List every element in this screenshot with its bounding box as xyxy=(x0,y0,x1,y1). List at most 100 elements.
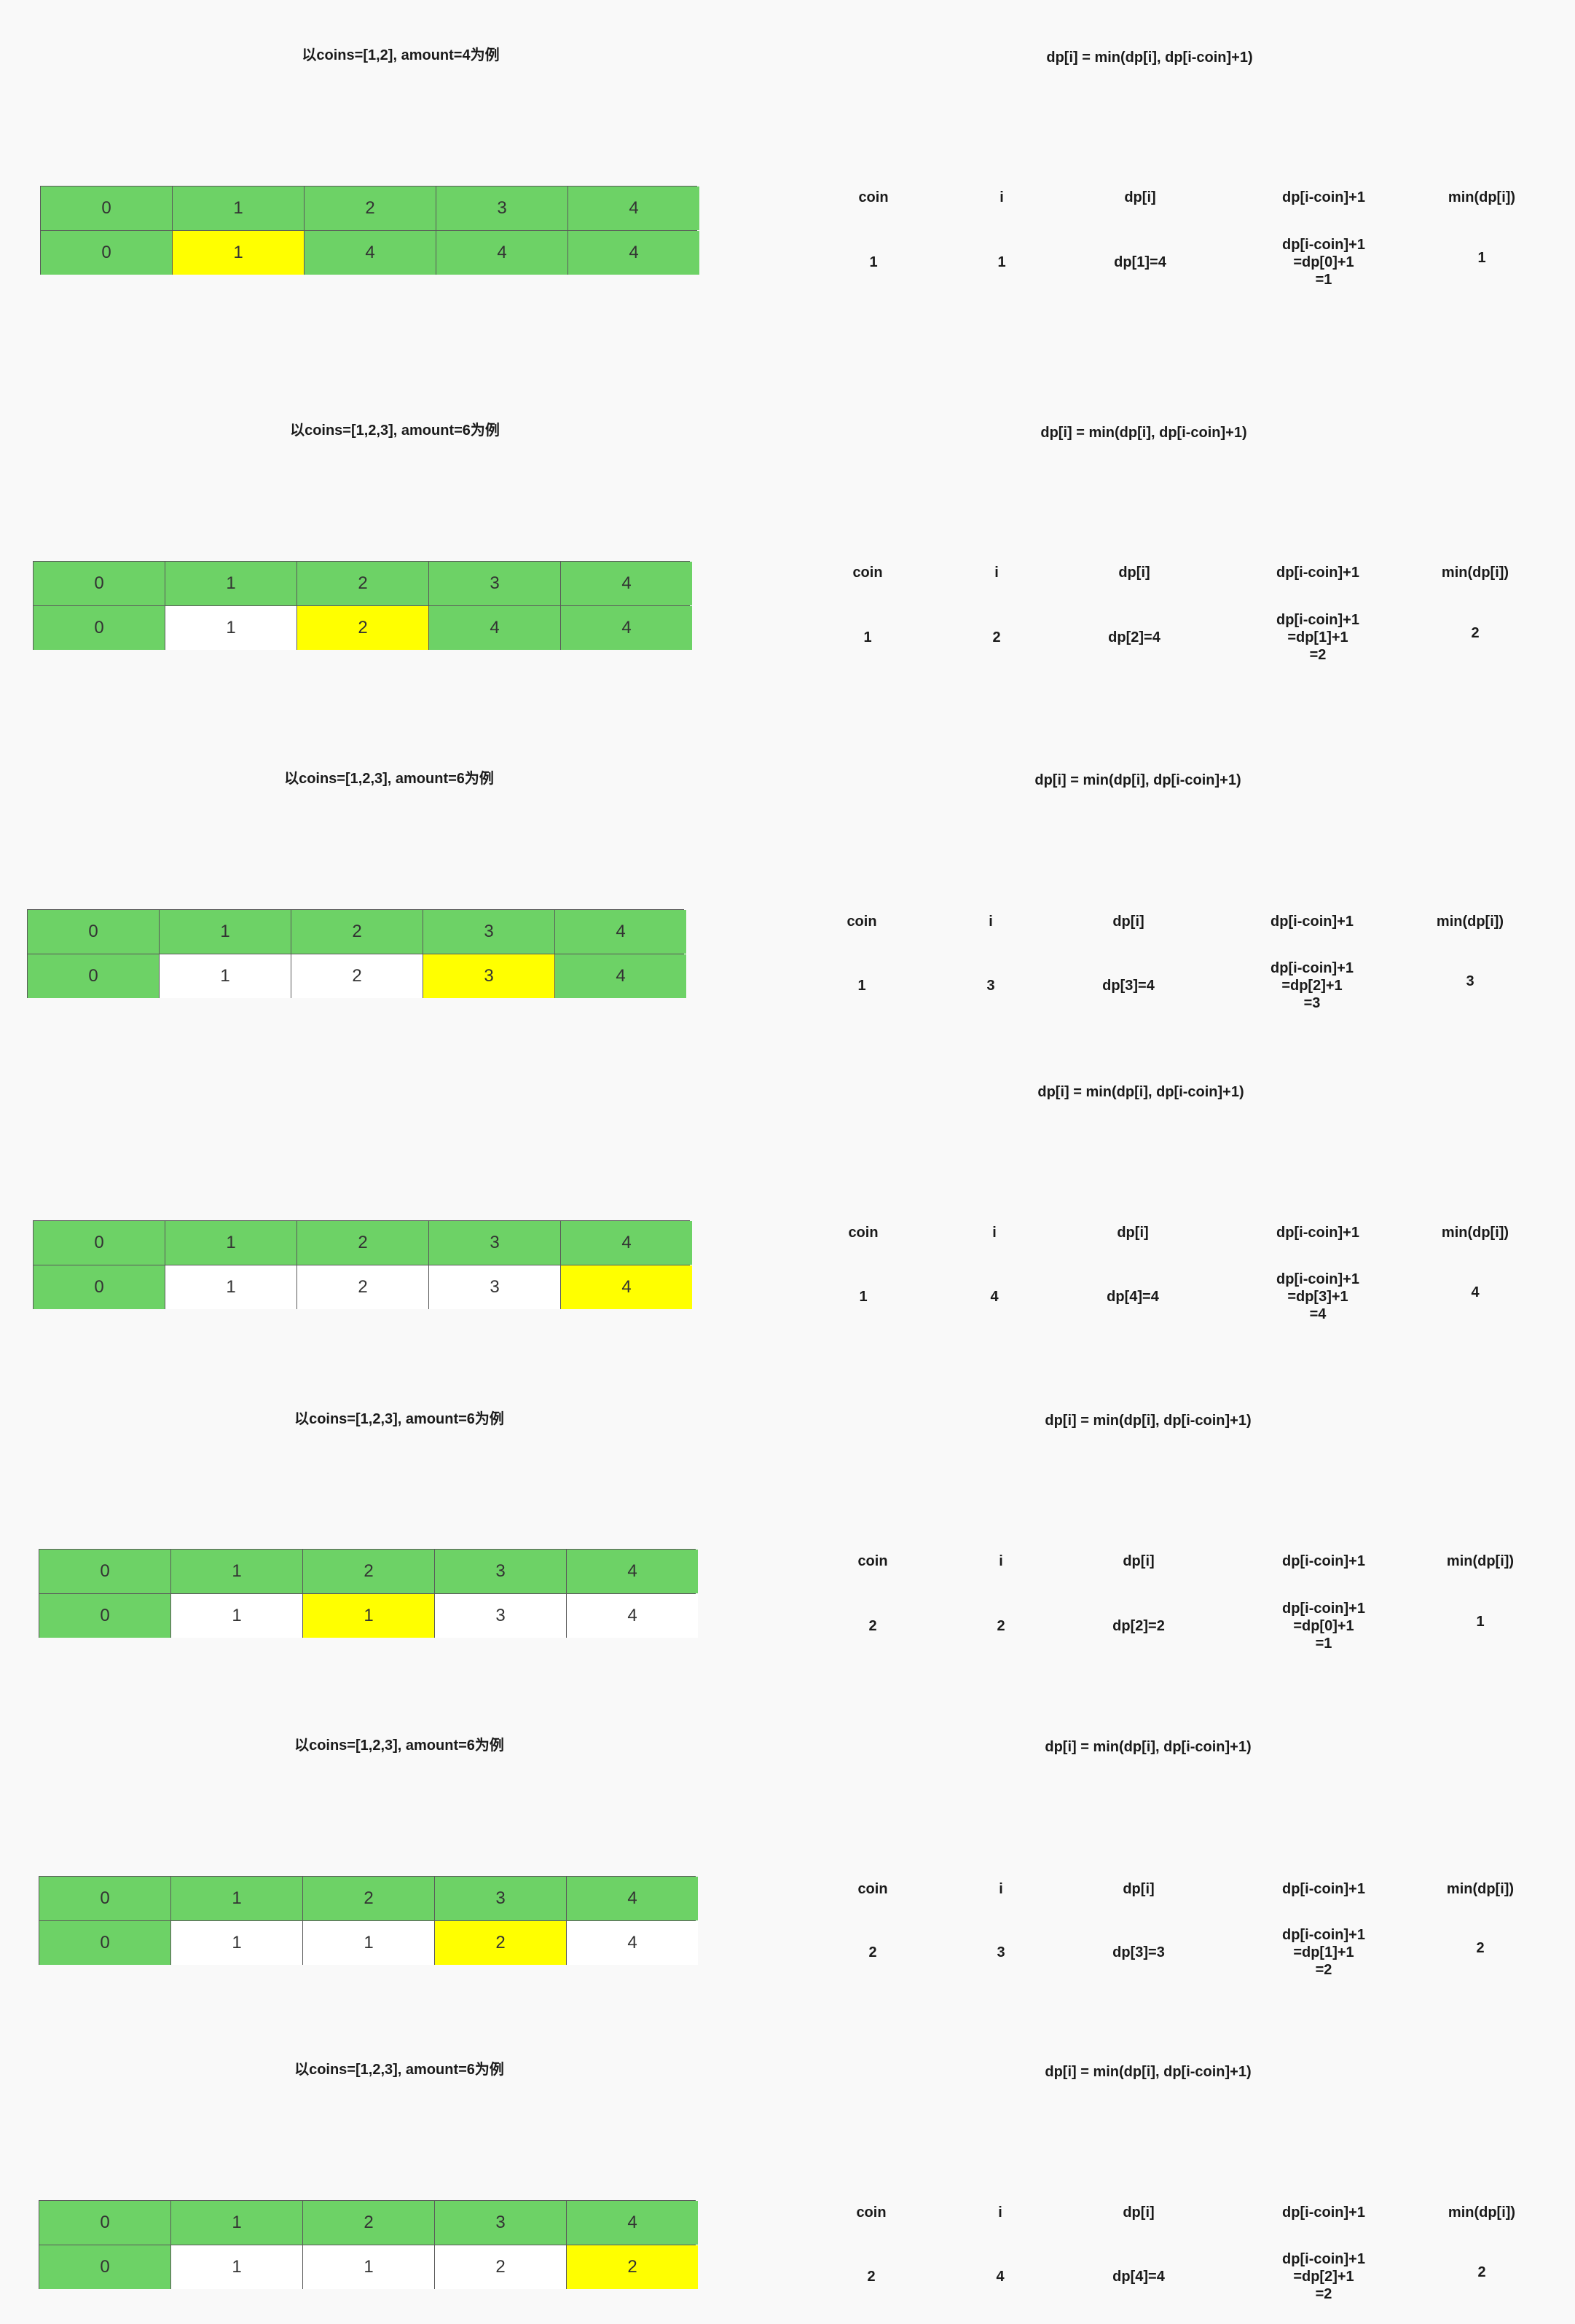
index-cell: 0 xyxy=(28,910,159,954)
coin-value: 2 xyxy=(868,1944,877,1960)
dp-value-cell: 0 xyxy=(34,1265,165,1309)
calc-line: =dp[1]+1 xyxy=(1293,1944,1354,1960)
calc-line: =3 xyxy=(1303,995,1321,1011)
table-header-min-dp-i: min(dp[i]) xyxy=(1441,565,1509,581)
dp-value-cell: 1 xyxy=(165,606,296,650)
dp-i-value: dp[2]=4 xyxy=(1108,629,1160,645)
index-cell: 3 xyxy=(435,2201,566,2245)
dp-i-value: dp[4]=4 xyxy=(1107,1289,1159,1305)
dp-value-cell: 4 xyxy=(567,1921,698,1965)
table-header-i: i xyxy=(998,2205,1002,2221)
index-cell: 1 xyxy=(171,1877,302,1920)
calc-line: =dp[0]+1 xyxy=(1293,254,1354,270)
index-cell: 3 xyxy=(429,1221,560,1265)
table-header-dp-i-coin-plus-1: dp[i-coin]+1 xyxy=(1282,2205,1365,2221)
dp-i-value: dp[1]=4 xyxy=(1114,254,1166,270)
dp-value-cell: 3 xyxy=(435,1594,566,1638)
calc-line: =dp[2]+1 xyxy=(1281,978,1343,994)
table-header-min-dp-i: min(dp[i]) xyxy=(1441,1225,1509,1241)
i-value: 4 xyxy=(996,2269,1005,2285)
i-value: 4 xyxy=(990,1289,999,1305)
min-value: 2 xyxy=(1477,2264,1486,2280)
dp-value-cell: 4 xyxy=(568,231,699,275)
table-header-coin: coin xyxy=(857,1553,888,1569)
min-value: 2 xyxy=(1471,625,1480,641)
coin-value: 1 xyxy=(859,1289,868,1305)
table-header-coin: coin xyxy=(856,2205,887,2221)
dp-value-cell-current: 2 xyxy=(435,1921,566,1965)
index-cell: 1 xyxy=(171,1550,302,1593)
table-header-dp-i-coin-plus-1: dp[i-coin]+1 xyxy=(1282,1553,1365,1569)
coin-value: 1 xyxy=(869,254,878,270)
index-cell: 1 xyxy=(160,910,291,954)
index-cell: 2 xyxy=(303,2201,434,2245)
table-header-coin: coin xyxy=(852,565,883,581)
calc-line: =1 xyxy=(1315,272,1332,288)
dp-value-cell-current: 1 xyxy=(303,1594,434,1638)
dp-value-cell: 1 xyxy=(303,2245,434,2289)
example-title: 以coins=[1,2,3], amount=6为例 xyxy=(294,1738,504,1754)
dp-value-cell: 0 xyxy=(34,606,165,650)
dp-value-cell-current: 2 xyxy=(567,2245,698,2289)
i-value: 3 xyxy=(986,978,995,994)
index-cell: 2 xyxy=(297,1221,428,1265)
table-header-dp-i: dp[i] xyxy=(1123,2205,1155,2221)
table-header-min-dp-i: min(dp[i]) xyxy=(1446,1553,1515,1569)
coin-value: 2 xyxy=(868,1618,877,1634)
dp-value-cell-current: 4 xyxy=(561,1265,692,1309)
table-header-i: i xyxy=(992,1225,997,1241)
dp-value-cell: 2 xyxy=(297,1265,428,1309)
formula-title: dp[i] = min(dp[i], dp[i-coin]+1) xyxy=(1045,1413,1252,1429)
index-cell: 2 xyxy=(297,562,428,605)
index-cell: 2 xyxy=(303,1877,434,1920)
table-header-i: i xyxy=(999,1553,1003,1569)
table-header-min-dp-i: min(dp[i]) xyxy=(1448,189,1516,205)
dp-value-cell: 4 xyxy=(436,231,567,275)
dp-value-cell: 4 xyxy=(561,606,692,650)
dp-i-value: dp[4]=4 xyxy=(1112,2269,1165,2285)
table-header-i: i xyxy=(999,1881,1003,1897)
min-value: 1 xyxy=(1477,250,1486,266)
example-title: 以coins=[1,2,3], amount=6为例 xyxy=(290,423,500,439)
dp-value-cell: 1 xyxy=(171,1594,302,1638)
index-cell: 0 xyxy=(39,1550,170,1593)
min-value: 3 xyxy=(1466,973,1474,989)
index-cell: 3 xyxy=(436,187,567,230)
i-value: 2 xyxy=(997,1618,1005,1634)
index-cell: 1 xyxy=(165,562,296,605)
i-value: 3 xyxy=(997,1944,1005,1960)
dp-value-cell-current: 3 xyxy=(423,954,554,998)
table-header-coin: coin xyxy=(857,1881,888,1897)
formula-title: dp[i] = min(dp[i], dp[i-coin]+1) xyxy=(1037,1084,1244,1100)
dp-value-cell: 0 xyxy=(39,2245,170,2289)
table-header-dp-i: dp[i] xyxy=(1117,1225,1149,1241)
table-header-min-dp-i: min(dp[i]) xyxy=(1446,1881,1515,1897)
min-value: 2 xyxy=(1476,1940,1485,1956)
min-value: 1 xyxy=(1476,1614,1485,1630)
table-header-min-dp-i: min(dp[i]) xyxy=(1436,914,1504,930)
dp-value-cell: 4 xyxy=(567,1594,698,1638)
calc-line: dp[i-coin]+1 xyxy=(1276,1271,1359,1287)
index-cell: 3 xyxy=(429,562,560,605)
dp-i-value: dp[3]=3 xyxy=(1112,1944,1165,1960)
example-title: 以coins=[1,2,3], amount=6为例 xyxy=(294,1411,504,1427)
i-value: 1 xyxy=(997,254,1006,270)
calc-line: =2 xyxy=(1315,1962,1332,1978)
table-header-i: i xyxy=(989,914,993,930)
formula-title: dp[i] = min(dp[i], dp[i-coin]+1) xyxy=(1045,1739,1252,1755)
index-cell: 1 xyxy=(173,187,304,230)
coin-value: 1 xyxy=(857,978,866,994)
index-cell: 4 xyxy=(561,562,692,605)
dp-value-cell: 0 xyxy=(28,954,159,998)
index-cell: 0 xyxy=(41,187,172,230)
calc-line: =1 xyxy=(1315,1636,1332,1652)
dp-value-cell-current: 2 xyxy=(297,606,428,650)
index-cell: 0 xyxy=(34,562,165,605)
table-header-dp-i-coin-plus-1: dp[i-coin]+1 xyxy=(1270,914,1354,930)
table-header-dp-i-coin-plus-1: dp[i-coin]+1 xyxy=(1282,1881,1365,1897)
